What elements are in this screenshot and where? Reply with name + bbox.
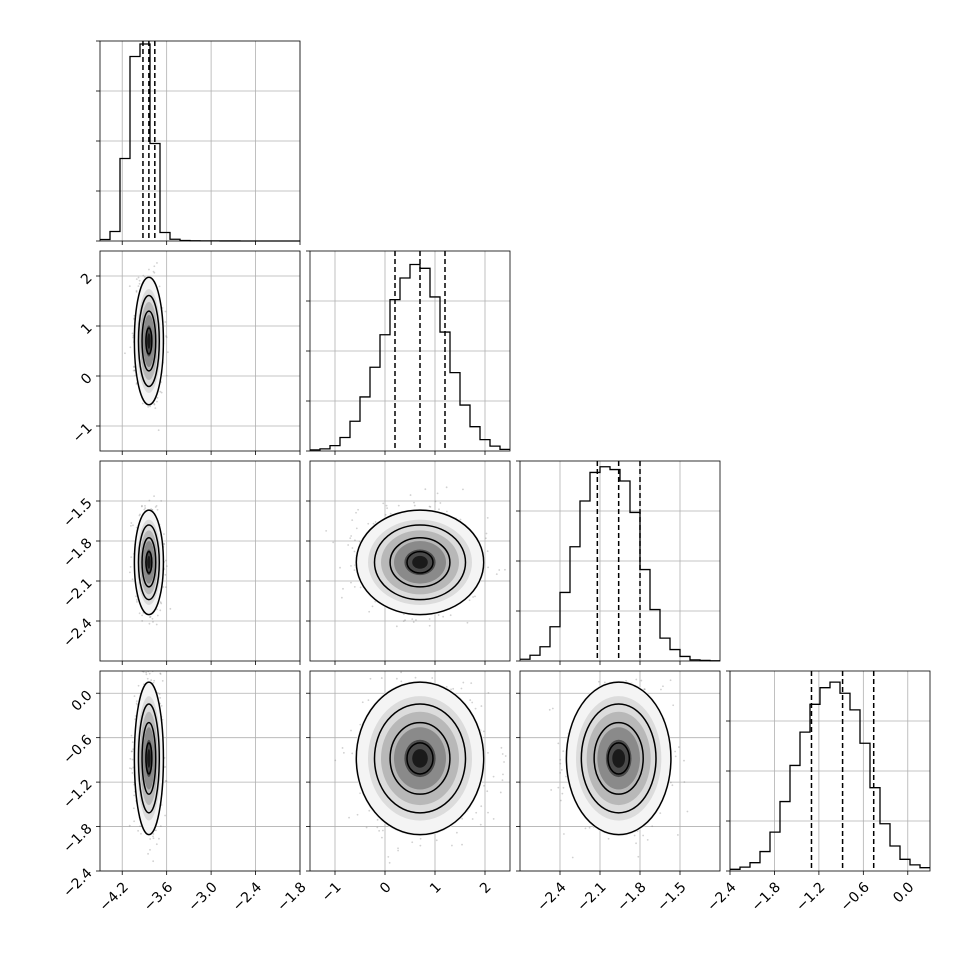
hist2d-panel-2-0 xyxy=(96,460,301,665)
x-tick-label: 1 xyxy=(427,879,445,897)
hist2d-panel-1-0 xyxy=(96,250,301,455)
contour-0 xyxy=(355,509,485,616)
y-tick-label: 1 xyxy=(78,320,96,338)
y-tick-label: −2.1 xyxy=(60,575,95,610)
x-tick-label: −1.2 xyxy=(793,879,828,914)
density-level-5 xyxy=(412,555,428,569)
hist-panel-1 xyxy=(306,250,511,455)
x-tick-label: −3.6 xyxy=(141,879,176,914)
contour-2 xyxy=(389,537,451,588)
x-tick-label: 2 xyxy=(477,879,495,897)
y-tick-label: 0.0 xyxy=(69,688,96,715)
contour-0 xyxy=(565,681,672,836)
contour-0 xyxy=(355,681,485,836)
y-tick-label: −1.8 xyxy=(60,535,95,570)
contour-1 xyxy=(373,703,467,814)
hist2d-panel-3-1 xyxy=(306,670,511,875)
hist-panel-3 xyxy=(726,670,931,875)
hist-steps-1 xyxy=(310,263,510,451)
contour-3 xyxy=(406,550,434,574)
contour-1 xyxy=(137,294,161,388)
density-level-5 xyxy=(412,749,428,768)
y-tick-label: −2.4 xyxy=(60,615,95,650)
contour-2 xyxy=(141,721,157,795)
y-tick-label: −1.8 xyxy=(60,821,95,856)
hist2d-panel-3-0 xyxy=(96,670,301,875)
x-tick-label: −2.4 xyxy=(534,879,569,914)
x-tick-label: −2.1 xyxy=(574,879,609,914)
hist2d-panel-3-2 xyxy=(516,670,721,875)
x-tick-label: −0.6 xyxy=(838,879,873,914)
x-tick-label: −1.8 xyxy=(274,879,309,914)
x-tick-label: −3.0 xyxy=(185,879,220,914)
contour-1 xyxy=(580,703,657,814)
contour-2 xyxy=(593,721,644,795)
y-tick-label: −1.5 xyxy=(60,495,95,530)
hist-steps-2 xyxy=(520,466,720,662)
contour-0 xyxy=(133,681,165,836)
y-tick-label: −1.2 xyxy=(60,776,95,811)
density-level-5 xyxy=(147,333,151,349)
contour-2 xyxy=(389,721,451,795)
hist-steps-0 xyxy=(100,43,300,242)
x-tick-label: −2.4 xyxy=(230,879,265,914)
y-tick-label: −2.4 xyxy=(60,865,95,900)
hist-panel-0 xyxy=(96,40,301,245)
contour-3 xyxy=(607,742,631,775)
density-level-5 xyxy=(147,749,151,768)
x-tick-label: 0 xyxy=(377,879,395,897)
y-tick-label: −0.6 xyxy=(60,732,95,767)
contour-0 xyxy=(133,276,165,406)
y-tick-label: 2 xyxy=(78,270,96,288)
density-level-5 xyxy=(147,555,151,569)
y-tick-label: 0 xyxy=(78,370,96,388)
contour-3 xyxy=(406,742,434,775)
density-level-5 xyxy=(612,749,626,768)
x-tick-label: −1 xyxy=(319,879,345,905)
x-tick-label: 0.0 xyxy=(890,879,917,906)
hist-panel-2 xyxy=(516,460,721,665)
y-tick-label: −1 xyxy=(70,420,96,446)
contour-1 xyxy=(137,703,161,814)
x-tick-label: −1.5 xyxy=(654,879,689,914)
contour-1 xyxy=(373,524,467,601)
contour-1 xyxy=(137,524,161,601)
contour-0 xyxy=(133,509,165,616)
x-tick-label: −1.8 xyxy=(749,879,784,914)
contour-3 xyxy=(145,742,153,775)
hist-steps-3 xyxy=(730,681,930,870)
x-tick-label: −4.2 xyxy=(96,879,131,914)
contour-3 xyxy=(145,550,153,574)
x-tick-label: −2.4 xyxy=(704,879,739,914)
x-tick-label: −1.8 xyxy=(614,879,649,914)
contour-2 xyxy=(141,310,157,372)
hist2d-panel-2-1 xyxy=(306,460,511,665)
contour-2 xyxy=(141,537,157,588)
contour-3 xyxy=(145,327,153,355)
